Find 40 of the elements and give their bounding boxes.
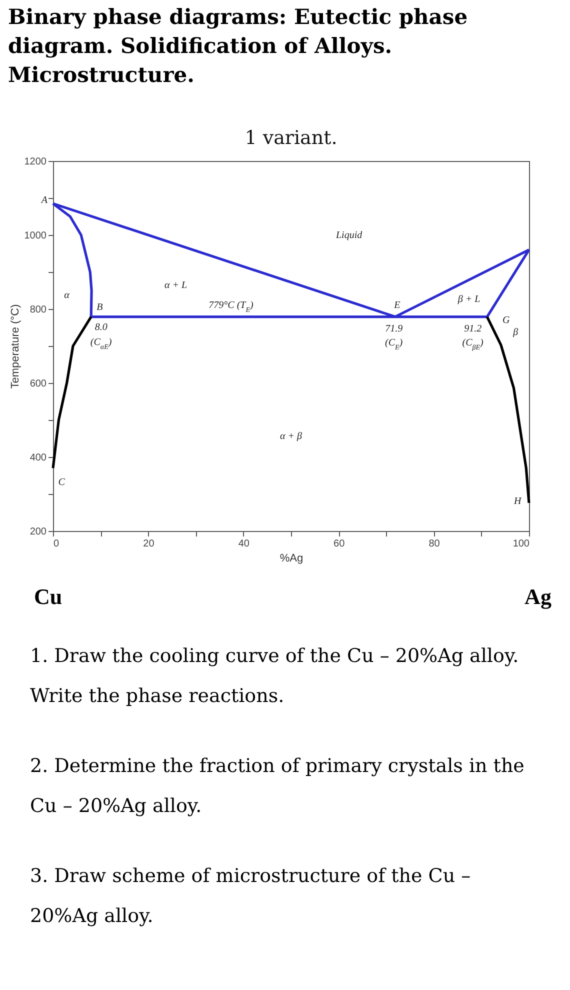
- x-tick-label: 40: [238, 538, 250, 550]
- annotation: (C$_{βE}$): [462, 338, 484, 352]
- annotation: Liquid: [335, 230, 364, 242]
- annotation: E: [393, 300, 400, 312]
- text: 3. Draw scheme of microstructure of the Cu – 20%Ag alloy.: [30, 864, 472, 929]
- x-tick-label: 0: [54, 538, 60, 550]
- text: 2. Determine the fraction of primary crystals in the Cu – 20%Ag alloy.: [30, 754, 526, 819]
- y-tick-label: 200: [30, 526, 47, 538]
- annotation: (C$_{E}$): [385, 338, 404, 352]
- annotation: 779°C (T$_{E}$): [208, 300, 254, 314]
- x-tick-label: 100: [512, 538, 530, 550]
- annotation: B: [96, 302, 103, 314]
- annotation: α + β: [280, 431, 302, 442]
- text: 1. Draw the cooling curve of the Cu – 20%Ag alloy. Write the phase reactions.: [30, 644, 520, 709]
- annotation: H: [512, 496, 522, 508]
- y-tick-label: 600: [30, 378, 47, 390]
- y-tick-label: 800: [30, 304, 47, 316]
- y-tick-label: 400: [30, 452, 47, 464]
- annotation: G: [502, 315, 510, 326]
- x-tick-label: 80: [428, 538, 440, 550]
- annotation: C: [58, 477, 66, 488]
- chart-title: Binary phase diagrams: Eutectic phase diagram. Solidification of Alloys. Microstructure.: [8, 3, 469, 89]
- x-axis-title: %Ag: [280, 552, 304, 564]
- text: Cu: [34, 584, 62, 610]
- annotation: 8.0: [94, 322, 108, 334]
- y-tick-label: 1200: [24, 156, 47, 168]
- annotation: 91.2: [464, 324, 482, 335]
- annotation: α: [64, 290, 70, 302]
- annotation: 71.9: [385, 324, 403, 335]
- y-axis-title: Temperature (°C): [9, 304, 22, 389]
- text: Ag: [524, 584, 552, 610]
- annotation: β: [512, 327, 518, 338]
- annotation: α + L: [164, 280, 188, 292]
- x-tick-label: 60: [334, 538, 346, 550]
- text: A: [40, 195, 48, 206]
- chart-subtitle: 1 variant.: [244, 127, 338, 149]
- y-tick-label: 1000: [24, 230, 47, 242]
- annotation: (C$_{αE}$): [90, 337, 112, 351]
- x-tick-label: 20: [143, 538, 155, 550]
- annotation: β + L: [456, 294, 481, 306]
